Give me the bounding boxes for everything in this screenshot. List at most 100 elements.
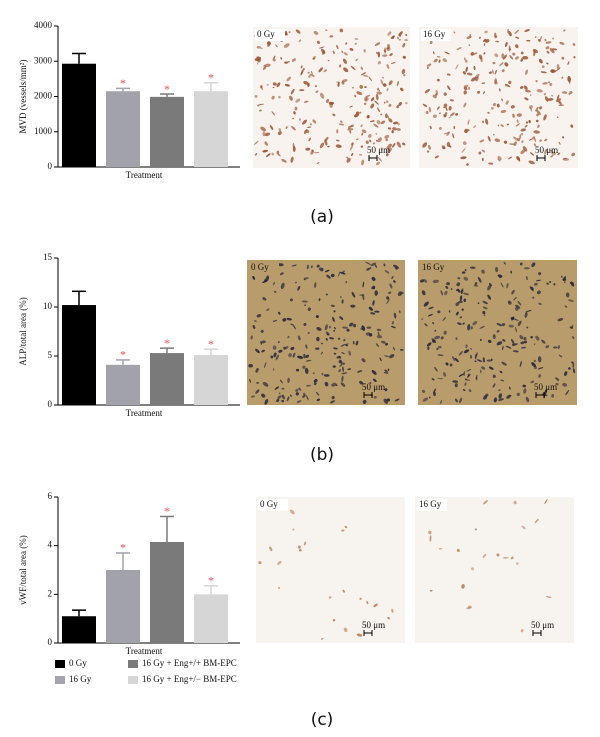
cell — [474, 528, 478, 531]
cell — [432, 51, 435, 55]
cell — [328, 596, 332, 599]
cell — [524, 311, 528, 318]
cell — [339, 271, 346, 275]
cell — [422, 142, 428, 148]
cell — [572, 362, 575, 369]
cell — [369, 382, 372, 384]
cell — [475, 354, 477, 360]
cell — [272, 281, 275, 286]
cell — [420, 279, 425, 283]
cell — [318, 298, 321, 302]
cell — [507, 395, 512, 398]
cell — [454, 383, 458, 388]
cell — [512, 113, 515, 118]
cell — [331, 395, 335, 400]
cell — [551, 393, 554, 398]
significance-marker: * — [208, 71, 214, 85]
x-axis-label: Treatment — [126, 408, 163, 418]
cell — [461, 584, 465, 589]
cell — [256, 56, 262, 60]
cell — [381, 76, 384, 79]
cell — [393, 264, 399, 269]
cell — [443, 103, 448, 108]
cell — [444, 51, 450, 55]
cell — [333, 327, 337, 330]
cell — [553, 283, 556, 286]
cell — [448, 144, 452, 148]
cell — [329, 35, 334, 38]
cell — [533, 130, 540, 134]
cell — [371, 370, 377, 375]
cell — [359, 597, 362, 600]
cell — [434, 329, 437, 332]
cell — [345, 42, 348, 45]
cell — [405, 101, 408, 105]
cell — [455, 64, 459, 70]
cell — [424, 88, 430, 94]
cell — [463, 292, 470, 296]
cell — [259, 109, 262, 112]
y-tick-label: 4000 — [34, 20, 53, 30]
cell — [305, 344, 308, 349]
cell — [323, 374, 330, 377]
bar — [106, 570, 140, 643]
cell — [466, 606, 472, 610]
cell — [541, 339, 546, 344]
cell — [429, 535, 432, 542]
cell — [288, 353, 292, 358]
cell — [570, 124, 574, 128]
cell — [496, 323, 503, 327]
cell — [288, 31, 291, 34]
cell — [533, 143, 536, 147]
cell — [481, 366, 486, 370]
cell — [467, 324, 471, 331]
cell — [516, 119, 519, 123]
cell — [382, 54, 388, 57]
cell — [450, 288, 453, 291]
cell — [402, 142, 406, 146]
cell — [461, 308, 464, 311]
cell — [396, 105, 400, 109]
cell — [448, 116, 451, 119]
cell — [392, 143, 396, 148]
legend-label: 16 Gy + Eng+/− BM-EPC — [142, 674, 237, 684]
cell — [521, 140, 524, 144]
cell — [372, 300, 375, 306]
cell — [555, 67, 561, 72]
cell — [445, 106, 448, 111]
micrograph-texture — [420, 261, 576, 404]
cell — [510, 105, 515, 109]
cell — [315, 90, 319, 94]
cell — [402, 55, 406, 59]
cell — [342, 589, 345, 593]
cell — [440, 336, 444, 340]
cell — [436, 348, 439, 350]
cell — [555, 98, 562, 102]
cell — [341, 81, 345, 85]
cell — [464, 269, 467, 271]
cell — [359, 111, 362, 114]
cell — [352, 86, 354, 89]
cell — [567, 61, 570, 65]
cell — [535, 80, 538, 83]
cell — [292, 324, 296, 330]
cell — [388, 118, 393, 123]
cell — [530, 107, 533, 112]
cell — [494, 79, 498, 85]
cell — [264, 141, 268, 146]
cell — [521, 525, 526, 530]
cell — [329, 337, 334, 340]
cell — [526, 326, 529, 329]
cell — [443, 330, 447, 335]
cell — [498, 389, 501, 392]
cell — [284, 83, 290, 87]
cell — [386, 64, 390, 69]
cell — [520, 128, 527, 132]
cell — [355, 138, 359, 141]
cell — [340, 295, 342, 299]
cell — [501, 69, 505, 73]
cell — [258, 103, 265, 106]
cell — [328, 101, 334, 105]
cell — [346, 157, 351, 163]
cell — [428, 144, 431, 150]
